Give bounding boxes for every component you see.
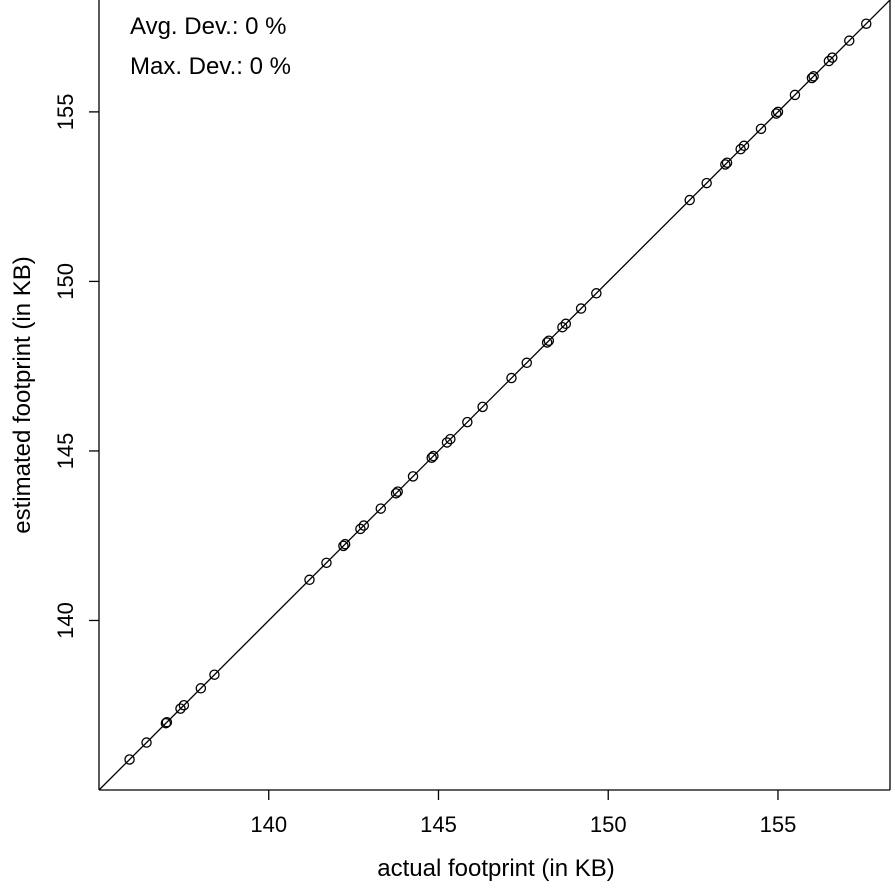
- data-point: [178, 699, 190, 711]
- data-points: [124, 18, 872, 765]
- x-tick-label: 150: [590, 812, 627, 837]
- data-point: [806, 72, 818, 84]
- data-point: [755, 123, 767, 135]
- data-point: [209, 669, 220, 680]
- data-point: [735, 143, 746, 155]
- data-point: [860, 18, 872, 29]
- data-point: [560, 318, 572, 330]
- data-point: [543, 335, 555, 347]
- data-point: [195, 683, 207, 694]
- annotation-avg-dev: Avg. Dev.: 0 %: [130, 13, 287, 40]
- data-point: [701, 177, 712, 189]
- y-axis-title: estimated footprint (in KB): [9, 256, 36, 533]
- data-point: [175, 703, 186, 714]
- data-point: [355, 523, 366, 535]
- data-point: [375, 503, 387, 514]
- annotation-max-dev: Max. Dev.: 0 %: [130, 53, 291, 80]
- data-point: [521, 357, 533, 369]
- data-point: [321, 557, 332, 569]
- data-point: [557, 321, 568, 333]
- data-point: [721, 157, 733, 168]
- data-point: [506, 372, 517, 384]
- data-point: [738, 140, 750, 152]
- data-point: [684, 194, 695, 206]
- data-point: [827, 52, 838, 63]
- x-tick-label: 140: [250, 812, 287, 837]
- data-point: [591, 288, 602, 299]
- data-point: [789, 89, 801, 101]
- data-point: [441, 437, 453, 448]
- x-tick-label: 145: [420, 812, 457, 837]
- x-axis-title: actual footprint (in KB): [377, 855, 614, 882]
- data-point: [575, 303, 587, 314]
- data-point: [339, 538, 351, 550]
- y-tick-label: 155: [53, 94, 78, 131]
- data-point: [445, 433, 456, 445]
- y-tick-label: 150: [53, 263, 78, 300]
- data-point: [844, 35, 855, 46]
- data-point: [771, 108, 782, 119]
- data-point: [772, 106, 784, 118]
- data-point: [358, 520, 370, 531]
- x-axis-ticks: 140 145 150 155: [250, 790, 796, 837]
- x-tick-label: 155: [760, 812, 797, 837]
- data-point: [428, 450, 439, 462]
- data-point: [808, 71, 819, 82]
- data-point: [477, 401, 488, 413]
- data-point: [823, 55, 835, 67]
- data-point: [462, 416, 473, 428]
- data-point: [541, 337, 553, 348]
- data-point: [124, 754, 135, 765]
- y-tick-label: 145: [53, 433, 78, 470]
- data-point: [304, 574, 315, 586]
- data-point: [720, 159, 731, 170]
- data-point: [407, 471, 419, 482]
- data-point: [392, 486, 403, 497]
- data-point: [141, 737, 152, 748]
- data-point: [161, 716, 173, 728]
- data-point: [390, 488, 402, 499]
- identity-reference-line: [98, 0, 891, 791]
- y-tick-label: 140: [53, 602, 78, 639]
- data-point: [426, 452, 437, 463]
- data-point: [338, 540, 349, 552]
- y-axis-ticks: 140 145 150 155: [53, 94, 99, 639]
- data-point: [160, 717, 172, 729]
